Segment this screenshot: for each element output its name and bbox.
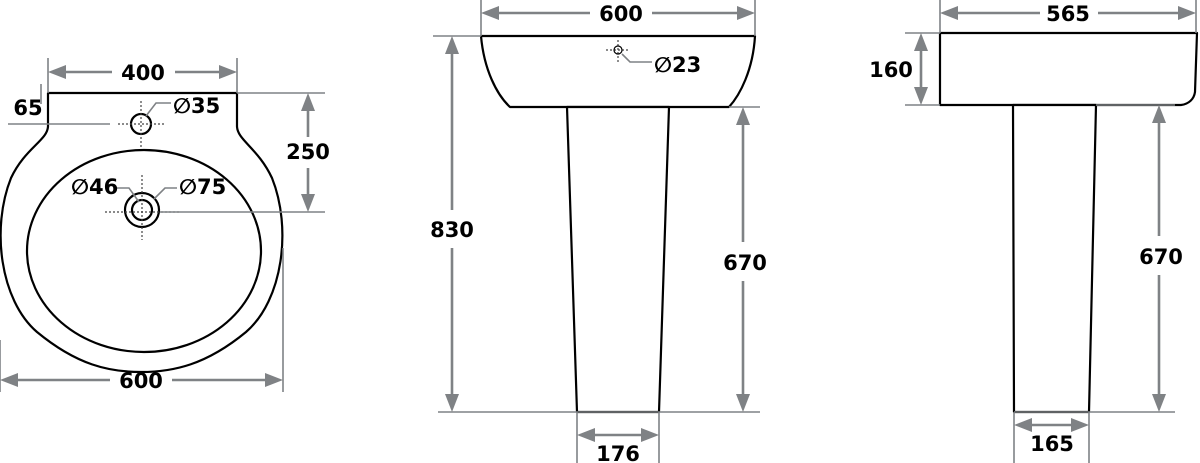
front-overall-height-label: 830 — [430, 218, 474, 242]
side-basin-height-label: 160 — [869, 58, 913, 82]
side-pedestal-height-label: 670 — [1139, 245, 1183, 269]
front-width-label: 600 — [599, 2, 643, 26]
side-pedestal-base-label: 165 — [1030, 432, 1074, 456]
side-view: 565 160 670 165 — [869, 0, 1199, 463]
side-depth-label: 565 — [1046, 2, 1090, 26]
basin-outline-front — [479, 34, 757, 109]
plan-depth-label: 250 — [286, 140, 330, 164]
pedestal-outline-front — [565, 105, 671, 414]
bowl-outline — [25, 148, 263, 354]
basin-outline-side — [938, 31, 1199, 107]
plan-waste-outer-label: ∅75 — [179, 175, 226, 199]
front-pedestal-height-label: 670 — [723, 251, 767, 275]
plan-tap-hole-label: ∅35 — [173, 94, 220, 118]
plan-width-overall-label: 600 — [119, 369, 163, 393]
plan-width-top-label: 400 — [121, 61, 165, 85]
front-view: ∅23 600 830 670 176 — [430, 0, 767, 463]
plan-view: 400 65 250 600 ∅35 ∅46 ∅75 — [0, 58, 330, 393]
plan-tap-offset-label: 65 — [13, 96, 42, 120]
front-overflow-label: ∅23 — [654, 53, 701, 77]
front-pedestal-base-label: 176 — [596, 442, 640, 463]
pedestal-outline-side — [1011, 103, 1098, 414]
plan-waste-inner-label: ∅46 — [71, 175, 118, 199]
